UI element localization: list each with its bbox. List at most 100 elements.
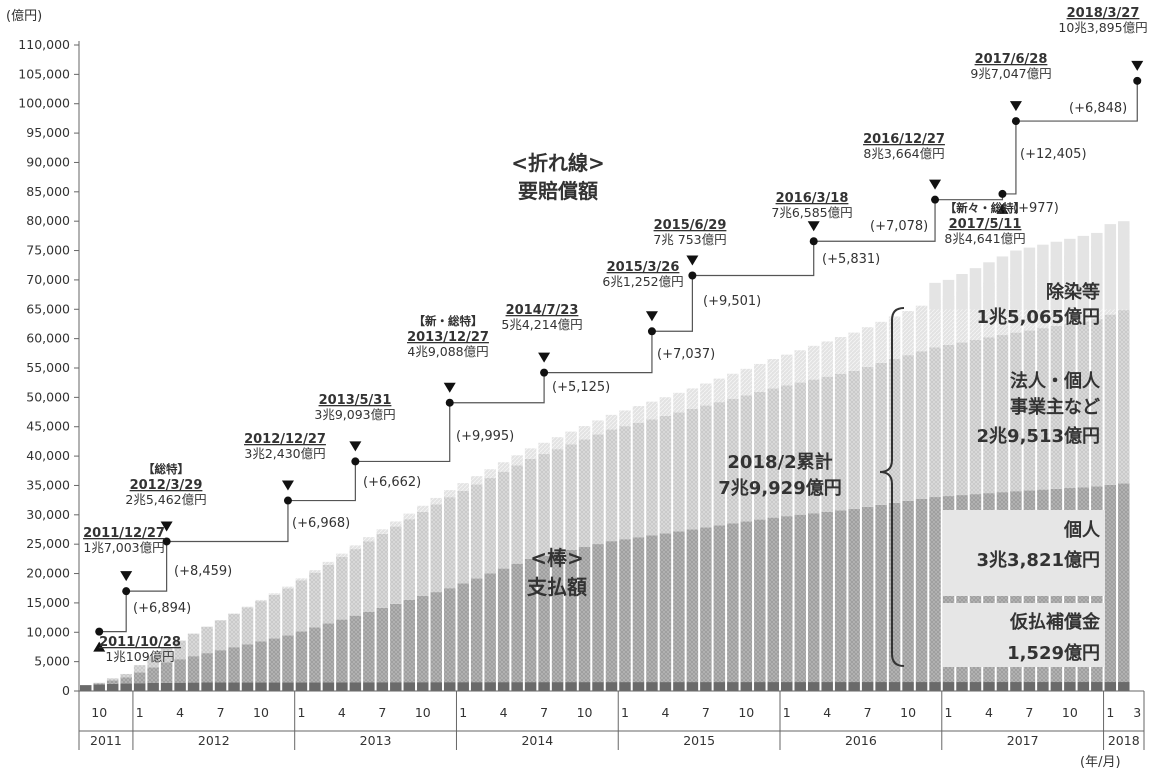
delta-label: (+7,078) — [870, 219, 928, 234]
bar-corporate — [1118, 310, 1130, 484]
delta-label: (+6,894) — [133, 601, 191, 616]
bar-corporate — [524, 458, 537, 559]
bar-decontamination — [295, 578, 308, 581]
year-label: 2015 — [683, 733, 715, 748]
bar-provisional — [834, 682, 847, 691]
y-tick-label: 110,000 — [18, 37, 70, 52]
bar-corporate — [794, 382, 806, 515]
year-label: 2016 — [845, 733, 877, 748]
bar-provisional — [120, 683, 132, 691]
bar-corporate — [834, 373, 847, 511]
down-triangle-marker — [1131, 60, 1144, 71]
month-tick-label: 4 — [823, 705, 831, 720]
bar-corporate — [807, 379, 820, 514]
bar-provisional — [673, 682, 685, 691]
bar-individual — [605, 541, 618, 683]
bar-decontamination — [686, 388, 699, 409]
bar-corporate — [241, 607, 254, 645]
bar-provisional — [727, 682, 739, 691]
bar-provisional — [497, 682, 510, 691]
bar-provisional — [713, 682, 726, 691]
bar-corporate — [942, 344, 955, 497]
bar-corporate — [727, 398, 739, 524]
line-data-point — [351, 457, 360, 466]
bar-provisional — [605, 682, 618, 691]
bar-decontamination — [457, 483, 469, 491]
bar-corporate — [1104, 314, 1117, 485]
bar-corporate — [255, 601, 267, 642]
bar-individual — [403, 599, 416, 683]
bar-provisional — [1010, 682, 1022, 691]
month-tick-label: 10 — [91, 705, 107, 720]
bar-individual — [673, 531, 685, 683]
bar-top-extension — [1077, 235, 1090, 310]
bar-individual — [619, 539, 631, 683]
bar-corporate — [497, 471, 510, 569]
bar-provisional — [470, 682, 483, 691]
amount-label: 9兆7,047億円 — [970, 66, 1051, 81]
bar-provisional — [794, 682, 806, 691]
down-triangle-marker — [349, 441, 362, 452]
bar-top-extension — [1010, 250, 1022, 310]
amount-label: 4兆9,088億円 — [407, 344, 488, 359]
bar-decontamination — [282, 586, 294, 589]
date-label: 2018/3/27 — [1067, 6, 1140, 21]
annotations-layer: (億円) (年/月) <折れ線> 要賠償額 <棒> 支払額 2018/2累計 7… — [6, 8, 1121, 770]
y-tick-label: 15,000 — [26, 595, 70, 610]
bar-individual — [861, 506, 874, 683]
bar-individual — [888, 502, 901, 683]
bar-decontamination — [632, 406, 645, 423]
bar-corporate — [187, 633, 200, 657]
y-tick-label: 60,000 — [26, 331, 70, 346]
down-triangle-marker — [120, 571, 133, 582]
bar-decontamination — [659, 397, 672, 416]
bar-provisional — [686, 682, 699, 691]
date-label: 2012/12/27 — [244, 432, 326, 447]
bar-decontamination — [834, 337, 847, 374]
bar-corporate — [875, 362, 887, 505]
y-tick-label: 30,000 — [26, 507, 70, 522]
bar-corporate — [106, 678, 119, 681]
bar-individual — [834, 510, 847, 683]
month-tick-label: 10 — [577, 705, 593, 720]
bar-individual — [241, 644, 254, 683]
bar-provisional — [915, 682, 928, 691]
bar-corporate — [511, 465, 523, 564]
bar-decontamination — [403, 513, 416, 520]
line-data-point — [445, 398, 454, 407]
delta-label: (+977) — [1013, 201, 1059, 216]
bar-decontamination — [551, 437, 564, 450]
bar-individual — [349, 615, 362, 683]
month-tick-label: 10 — [415, 705, 431, 720]
bar-provisional — [174, 682, 186, 691]
bar-provisional — [443, 682, 456, 691]
date-label: 2016/12/27 — [863, 132, 945, 147]
decon-label-1: 除染等 — [1046, 281, 1100, 303]
line-data-point — [540, 368, 549, 377]
bar-individual — [443, 588, 456, 683]
bar-provisional — [241, 682, 254, 691]
month-tick-label: 4 — [985, 705, 993, 720]
bar-individual — [754, 519, 766, 683]
bar-individual — [848, 508, 860, 683]
bar-corporate — [700, 405, 712, 528]
indiv-label-1: 個人 — [1063, 520, 1101, 541]
line-data-point — [1133, 76, 1142, 85]
date-label: 2013/12/27 — [407, 330, 489, 345]
bar-provisional — [336, 682, 348, 691]
bar-decontamination — [781, 354, 793, 386]
bar-corporate — [983, 337, 995, 494]
bar-provisional — [538, 682, 550, 691]
bar-provisional — [106, 683, 119, 691]
delta-label: (+9,501) — [703, 294, 761, 309]
bar-provisional — [565, 682, 577, 691]
bar-individual — [875, 504, 887, 683]
bar-individual — [821, 511, 833, 683]
bar-individual — [106, 680, 119, 684]
bar-individual — [538, 555, 550, 683]
month-tick-label: 3 — [1133, 705, 1141, 720]
bar-provisional — [376, 682, 389, 691]
bar-corporate — [1010, 332, 1022, 492]
bar-top-extension — [969, 268, 982, 310]
